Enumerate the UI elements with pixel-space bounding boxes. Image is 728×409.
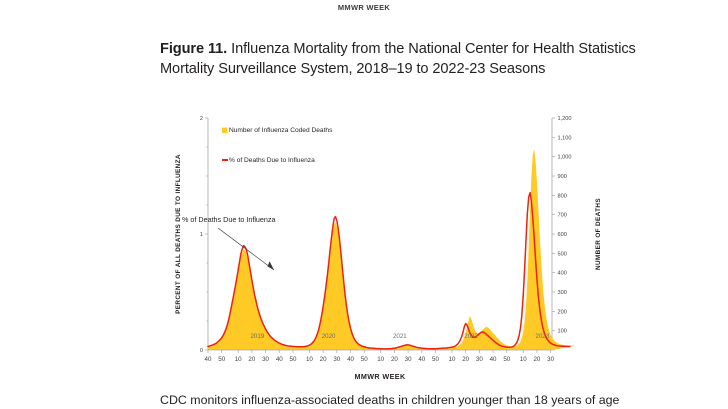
- right-axis-tick-label: 300: [558, 290, 567, 296]
- right-axis-tick-label: 1,000: [558, 155, 572, 161]
- x-axis-tick-label: 40: [418, 356, 425, 363]
- right-axis-tick-label: 200: [558, 309, 567, 315]
- x-axis-tick-label: 50: [218, 356, 225, 363]
- left-axis-title: PERCENT OF ALL DEATHS DUE TO INFLUENZA: [175, 154, 182, 314]
- year-marker-label: 2021: [393, 333, 407, 340]
- plot-area: 0 1 2 100 200 300 400 500 600 700 800 900 1,000 1,100…: [175, 116, 602, 381]
- x-axis-tick-label: 20: [462, 356, 469, 363]
- x-axis-tick-label: 30: [262, 356, 269, 363]
- x-axis-tick-label: 20: [533, 356, 540, 363]
- left-axis-tick-label: 0: [200, 348, 203, 354]
- right-axis-tick-label: 800: [558, 193, 567, 199]
- x-axis-tick-label: 10: [306, 356, 313, 363]
- running-head: MMWR WEEK: [337, 3, 391, 12]
- x-axis-tick-label: 50: [432, 356, 439, 363]
- figure-title: Figure 11. Influenza Mortality from the …: [160, 40, 655, 79]
- year-marker-label: 2020: [322, 333, 336, 340]
- percent-line-series: [207, 191, 571, 350]
- x-axis-tick-label: 50: [290, 356, 297, 363]
- right-axis-tick-label: 400: [558, 271, 567, 277]
- x-axis-tick-label: 20: [320, 356, 327, 363]
- x-axis-tick-label: 40: [205, 356, 212, 363]
- legend-label-deaths: Number of Influenza Coded Deaths: [229, 127, 333, 134]
- right-axis-tick-label: 600: [558, 232, 567, 238]
- annotation-arrow-head: [267, 261, 274, 270]
- x-axis-tick-label: 10: [520, 356, 527, 363]
- x-axis-tick-label: 20: [391, 356, 398, 363]
- right-axis-tick-label: 100: [558, 329, 567, 335]
- right-axis-tick-label: 500: [558, 251, 567, 257]
- x-axis-tick-label: 50: [361, 356, 368, 363]
- right-axis-tick-label: 900: [558, 174, 567, 180]
- percent-annotation-label: % of Deaths Due to Influenza: [182, 215, 276, 224]
- influenza-mortality-chart: 0 1 2 100 200 300 400 500 600 700 800 900 1,000 1,100…: [170, 110, 620, 385]
- figure-footnote: CDC monitors influenza-associated deaths…: [160, 393, 620, 407]
- legend-label-percent: % of Deaths Due to Influenza: [229, 157, 315, 164]
- x-axis-tick-label: 40: [490, 356, 497, 363]
- x-axis-tick-label: 20: [248, 356, 255, 363]
- right-axis-tick-label: 1,200: [558, 116, 572, 122]
- chart-svg: 0 1 2 100 200 300 400 500 600 700 800 900 1,000 1,100…: [175, 116, 602, 381]
- x-axis-tick-label: 30: [405, 356, 412, 363]
- right-axis-title: NUMBER OF DEATHS: [595, 198, 602, 270]
- year-marker-label: 2023: [536, 333, 550, 340]
- year-marker-label: 2022: [464, 333, 478, 340]
- left-axis-tick-label: 1: [200, 232, 203, 238]
- x-axis-tick-label: 10: [449, 356, 456, 363]
- year-marker-label: 2019: [250, 333, 264, 340]
- deaths-area-series: [208, 148, 576, 350]
- x-axis-tick-label: 30: [547, 356, 554, 363]
- x-axis-tick-label: 40: [276, 356, 283, 363]
- x-axis-tick-label: 30: [476, 356, 483, 363]
- right-axis-tick-label: 700: [558, 213, 567, 219]
- figure-label: Figure 11.: [160, 41, 228, 57]
- x-axis-tick-label: 30: [333, 356, 340, 363]
- left-axis-tick-label: 2: [200, 116, 203, 122]
- x-axis-tick-label: 10: [377, 356, 384, 363]
- legend-swatch-deaths: [222, 127, 228, 134]
- x-axis-tick-label: 50: [503, 356, 510, 363]
- x-axis-title: MMWR WEEK: [354, 372, 406, 381]
- annotation-arrow-line: [217, 227, 275, 271]
- x-axis-tick-label: 40: [347, 356, 354, 363]
- x-axis-tick-label: 10: [235, 356, 242, 363]
- right-axis-tick-label: 1,100: [558, 135, 572, 141]
- figure-title-text: Influenza Mortality from the National Ce…: [160, 41, 636, 77]
